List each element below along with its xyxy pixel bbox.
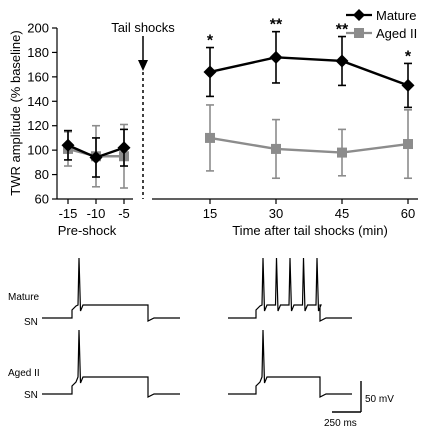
y-tick-label: 120: [27, 118, 49, 133]
data-point: [203, 65, 217, 79]
significance-marker: **: [270, 17, 283, 34]
y-tick-label: 60: [35, 192, 49, 207]
series-mature: [61, 30, 415, 178]
line-chart: 60 80 100 120 140 160 180 200 -15 -10 -5 15 30 45 60 …: [8, 8, 418, 238]
x-tick-label: 15: [203, 206, 217, 221]
significance-marker: *: [405, 48, 412, 65]
data-point: [117, 141, 131, 155]
trace-label-aged-sn: SN: [24, 390, 38, 401]
significance-marker: **: [336, 22, 349, 39]
data-point: [401, 78, 415, 92]
series-layer: [61, 30, 415, 189]
y-tick-label: 140: [27, 94, 49, 109]
significance-marks: *** ***: [207, 17, 412, 66]
series-line: [209, 136, 409, 154]
trace-label-mature: Mature: [8, 292, 40, 303]
series-line: [209, 56, 409, 87]
legend: Mature Aged II: [346, 8, 417, 41]
legend-item-aged: Aged II: [346, 26, 417, 41]
scale-bar: 50 mV 250 ms: [324, 381, 394, 429]
data-point: [403, 139, 413, 150]
legend-marker-aged: [354, 28, 364, 38]
trace-mature-pre: [42, 257, 180, 322]
scale-bar-ms-label: 250 ms: [324, 418, 357, 429]
x-axis-label-post: Time after tail shocks (min): [232, 223, 388, 238]
legend-label-mature: Mature: [376, 8, 416, 23]
y-tick-label: 80: [35, 167, 49, 182]
x-tick-label: 45: [335, 206, 349, 221]
y-tick-label: 100: [27, 143, 49, 158]
data-point: [205, 132, 215, 143]
x-tick-label: 60: [401, 206, 415, 221]
y-tick-label: 160: [27, 69, 49, 84]
trace-label-mature-sn: SN: [24, 317, 38, 328]
legend-item-mature: Mature: [346, 8, 416, 23]
y-tick-label: 200: [27, 21, 49, 36]
x-ticks: -15 -10 -5 15 30 45 60: [59, 199, 415, 221]
x-tick-label: -15: [59, 206, 78, 221]
data-point: [337, 147, 347, 158]
y-tick-label: 180: [27, 45, 49, 60]
electrophysiology-traces: Mature SN Aged II SN 50 mV 250 ms: [8, 257, 394, 429]
x-tick-label: -5: [118, 206, 130, 221]
y-ticks: 60 80 100 120 140 160 180 200: [27, 21, 57, 207]
trace-aged-post: [228, 329, 352, 398]
significance-marker: *: [207, 33, 214, 50]
x-tick-label: 30: [269, 206, 283, 221]
trace-aged-pre: [42, 329, 180, 398]
shock-label: Tail shocks: [111, 20, 175, 35]
tail-shock-marker: Tail shocks: [111, 20, 175, 199]
shock-arrow-head: [138, 60, 148, 71]
legend-label-aged: Aged II: [376, 26, 417, 41]
y-axis-label: TWR amplitude (% baseline): [8, 30, 23, 195]
data-point: [89, 150, 103, 164]
trace-label-aged: Aged II: [8, 368, 40, 379]
trace-mature-post: [228, 257, 352, 322]
data-point: [269, 50, 283, 64]
data-point: [335, 54, 349, 68]
x-axis-label-pre: Pre-shock: [58, 223, 117, 238]
data-point: [271, 143, 281, 154]
x-tick-label: -10: [87, 206, 106, 221]
series-aged-ii: [63, 104, 413, 189]
legend-marker-mature: [353, 9, 365, 21]
data-point: [61, 138, 75, 152]
scale-bar-mv-label: 50 mV: [365, 394, 394, 405]
